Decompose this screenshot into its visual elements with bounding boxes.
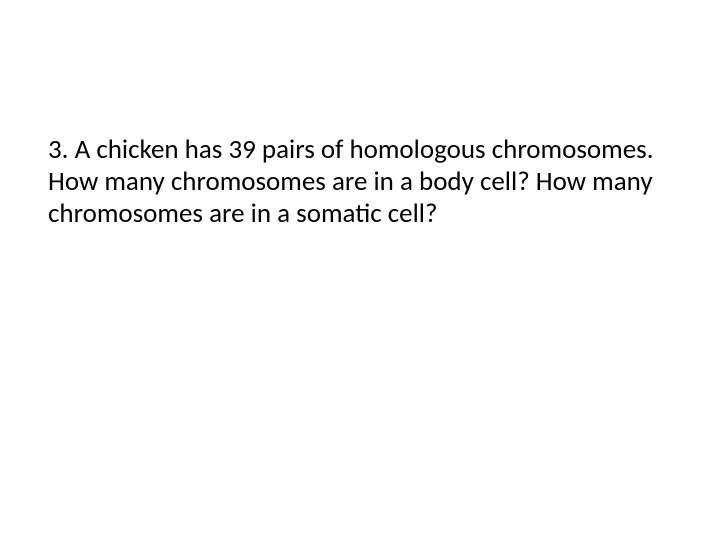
- question-text: 3. A chicken has 39 pairs of homologous …: [48, 134, 672, 230]
- slide-container: 3. A chicken has 39 pairs of homologous …: [0, 0, 720, 540]
